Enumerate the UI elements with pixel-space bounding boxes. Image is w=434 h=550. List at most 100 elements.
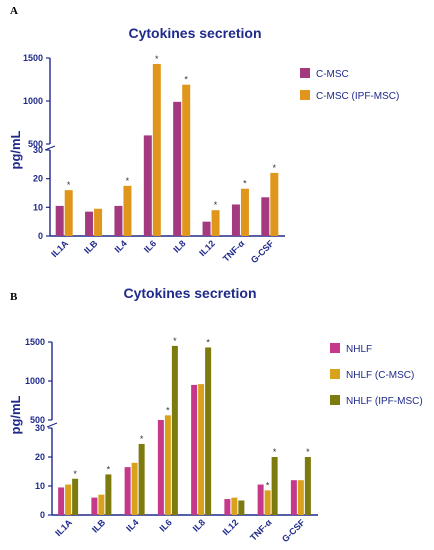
panel-a-bar-ilb-c-msc <box>85 211 94 236</box>
panel-b-bar-il6-nhlf-c-msc <box>164 415 171 515</box>
panel-a-bar-ilb-c-msc-ipf-msc <box>94 208 103 236</box>
panel-a-y-tick-label: 1500 <box>23 53 43 63</box>
panel-a-bar-il6-c-msc-ipf-msc <box>152 64 161 237</box>
panel-a-legend-swatch-c-msc <box>300 68 310 78</box>
panel-a-legend: C-MSC C-MSC (IPF-MSC) <box>300 68 399 102</box>
panel-a-x-tick-label: G-CSF <box>249 238 276 265</box>
panel-b-bar-il8-nhlf <box>191 384 198 515</box>
panel-b-significance-star: * <box>140 434 144 444</box>
panel-b-bar-il6-nhlf <box>157 420 164 515</box>
panel-b-x-tick-labels: IL1A ILB IL4 IL6 IL8 IL12 TNF-α G-CSF <box>53 517 307 544</box>
panel-a-y-tick-label: 0 <box>38 231 43 241</box>
panel-b-bar-il4-nhlf <box>124 467 131 515</box>
panel-b-legend-swatch-nhlf <box>330 343 340 353</box>
panel-b-significance-star: * <box>173 336 177 346</box>
panel-b-axis-break-mark <box>46 422 58 428</box>
panel-a-legend-label: C-MSC (IPF-MSC) <box>316 91 399 102</box>
panel-a-x-tick-label: IL12 <box>197 238 217 258</box>
panel-a-y-tick-label: 10 <box>33 202 43 212</box>
panel-a-y-tick-label: 500 <box>28 139 43 149</box>
panel-b-bar-il1a-nhlf <box>58 487 65 515</box>
panel-b-y-axis-title: pg/mL <box>8 395 23 434</box>
panel-a-letter: A <box>10 5 18 17</box>
panel-b-x-tick-label: IL4 <box>124 517 140 533</box>
panel-b-bar-ilb-nhlf <box>91 497 98 515</box>
panel-b-x-tick-label: G-CSF <box>280 517 307 544</box>
panel-b-x-tick-label: IL1A <box>53 517 74 538</box>
panel-b-bar-tnf-nhlf <box>257 484 264 515</box>
panel-a-significance-star: * <box>126 176 130 186</box>
panel-a-y-axis-title: pg/mL <box>8 130 23 169</box>
panel-a-x-tick-label: IL1A <box>49 238 70 259</box>
panel-b-legend: NHLF NHLF (C-MSC) NHLF (IPF-MSC) <box>330 343 423 407</box>
panel-b-y-tick-label: 20 <box>35 452 45 462</box>
panel-a-bar-il1a-c-msc-ipf-msc <box>64 190 73 236</box>
panel-a-significance-star: * <box>67 180 71 190</box>
panel-b-significance-star: * <box>306 447 310 457</box>
panel-a-legend-swatch-c-msc-ipf-msc <box>300 90 310 100</box>
panel-a-bar-il6-c-msc <box>143 135 152 236</box>
panel-b-bar-il12-nhlf-c-msc <box>231 497 238 515</box>
panel-b-x-tick-label: IL8 <box>191 517 207 533</box>
panel-a-bar-il12-c-msc-ipf-msc <box>211 210 220 236</box>
panel-a-x-tick-label: ILB <box>82 238 100 256</box>
panel-b-x-tick-label: TNF-α <box>248 517 274 543</box>
panel-a-significance-star: * <box>155 54 159 64</box>
panel-b-bar-il1a-nhlf-c-msc <box>65 484 72 515</box>
panel-a-bar-il8-c-msc <box>173 101 182 236</box>
panel-b-bar-il6-nhlf-ipf-msc <box>171 345 178 515</box>
panel-a-x-tick-label: TNF-α <box>221 238 247 264</box>
panel-b-significance-markers: * * * * * * * * * <box>73 336 310 490</box>
panel-b-bar-il8-nhlf-ipf-msc <box>205 347 212 515</box>
panel-b-bar-il8-nhlf-c-msc <box>198 384 205 515</box>
panel-a-axis-break-mark <box>44 145 56 151</box>
panel-a-bar-g-csf-c-msc <box>261 197 270 236</box>
panel-b-bar-tnf-nhlf-ipf-msc <box>271 457 278 515</box>
panel-b-significance-star: * <box>73 469 77 479</box>
panel-b-y-tick-label: 1000 <box>25 376 45 386</box>
panel-b-legend-label: NHLF (C-MSC) <box>346 370 414 381</box>
panel-b-x-tick-label: IL12 <box>220 517 240 537</box>
panel-a-bar-il1a-c-msc <box>55 205 64 236</box>
panel-b-legend-label: NHLF <box>346 344 372 355</box>
panel-b-bar-g-csf-nhlf <box>290 480 297 515</box>
panel-b-significance-star: * <box>107 464 111 474</box>
panel-a-significance-star: * <box>214 200 218 210</box>
panel-b-x-tick-label: IL6 <box>158 517 174 533</box>
panel-a-bars <box>55 64 279 237</box>
panel-a-legend-label: C-MSC <box>316 69 349 80</box>
panel-a-x-tick-label: IL4 <box>113 238 129 254</box>
panel-b-title: Cytokines secretion <box>123 285 256 301</box>
panel-b-legend-swatch-nhlf-ipf-msc <box>330 395 340 405</box>
panel-a-bar-g-csf-c-msc-ipf-msc <box>270 172 279 236</box>
panel-a-title: Cytokines secretion <box>128 25 261 41</box>
panel-b-bar-ilb-nhlf-c-msc <box>98 494 105 515</box>
panel-b-significance-star: * <box>266 480 270 490</box>
panel-b-bars <box>58 345 311 515</box>
panel-a-significance-star: * <box>273 163 277 173</box>
panel-a-y-tick-label: 30 <box>33 145 43 155</box>
panel-b-bar-ilb-nhlf-ipf-msc <box>105 474 112 515</box>
panel-a-bar-tnf-c-msc <box>231 204 240 236</box>
panel-b-bar-il4-nhlf-ipf-msc <box>138 443 145 515</box>
panel-b-bar-tnf-nhlf-c-msc <box>264 490 271 515</box>
panel-b-bar-g-csf-nhlf-ipf-msc <box>304 457 311 515</box>
panel-a-significance-star: * <box>184 75 188 85</box>
panel-b-x-tick-label: ILB <box>90 517 108 535</box>
panel-a-bar-il12-c-msc <box>202 221 211 236</box>
panel-a-x-tick-labels: IL1A ILB IL4 IL6 IL8 IL12 TNF-α G-CSF <box>49 238 276 265</box>
panel-b-letter: B <box>10 291 18 303</box>
panel-b-significance-star: * <box>206 337 210 347</box>
panel-a-bar-il8-c-msc-ipf-msc <box>182 84 191 236</box>
panel-a-significance-markers: * * * * * * * <box>67 54 277 210</box>
panel-a-bar-il4-c-msc <box>114 205 123 236</box>
panel-b-bar-il4-nhlf-c-msc <box>131 462 138 515</box>
panel-a-y-tick-label: 1000 <box>23 96 43 106</box>
panel-b-y-tick-label: 30 <box>35 423 45 433</box>
panel-a-x-tick-label: IL6 <box>142 238 158 254</box>
panel-b-significance-star: * <box>166 405 170 415</box>
panel-b-bar-g-csf-nhlf-c-msc <box>297 480 304 515</box>
